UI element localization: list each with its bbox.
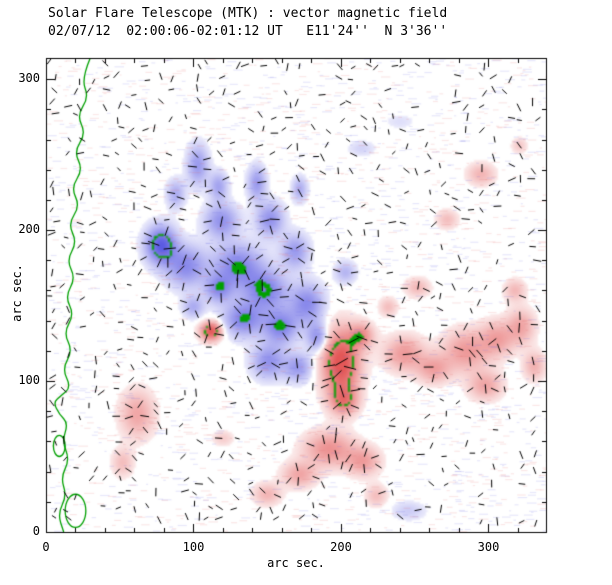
y-tick-label: 200: [18, 222, 40, 237]
x-tick-label: 0: [42, 540, 50, 554]
x-tick-label: 100: [182, 540, 205, 554]
x-axis-label: arc sec.: [267, 556, 325, 570]
chart-subtitle: 02/07/12 02:00:06-02:01:12 UT E11'24'' N…: [48, 24, 448, 39]
x-tick-label: 300: [477, 540, 500, 554]
x-tick-label: 200: [330, 540, 352, 554]
y-tick-label: 0: [32, 524, 40, 538]
y-tick-label: 300: [18, 71, 40, 86]
chart-title: Solar Flare Telescope (MTK) : vector mag…: [48, 6, 448, 21]
y-axis-label: arc sec.: [10, 264, 24, 322]
y-tick-label: 100: [18, 373, 40, 388]
